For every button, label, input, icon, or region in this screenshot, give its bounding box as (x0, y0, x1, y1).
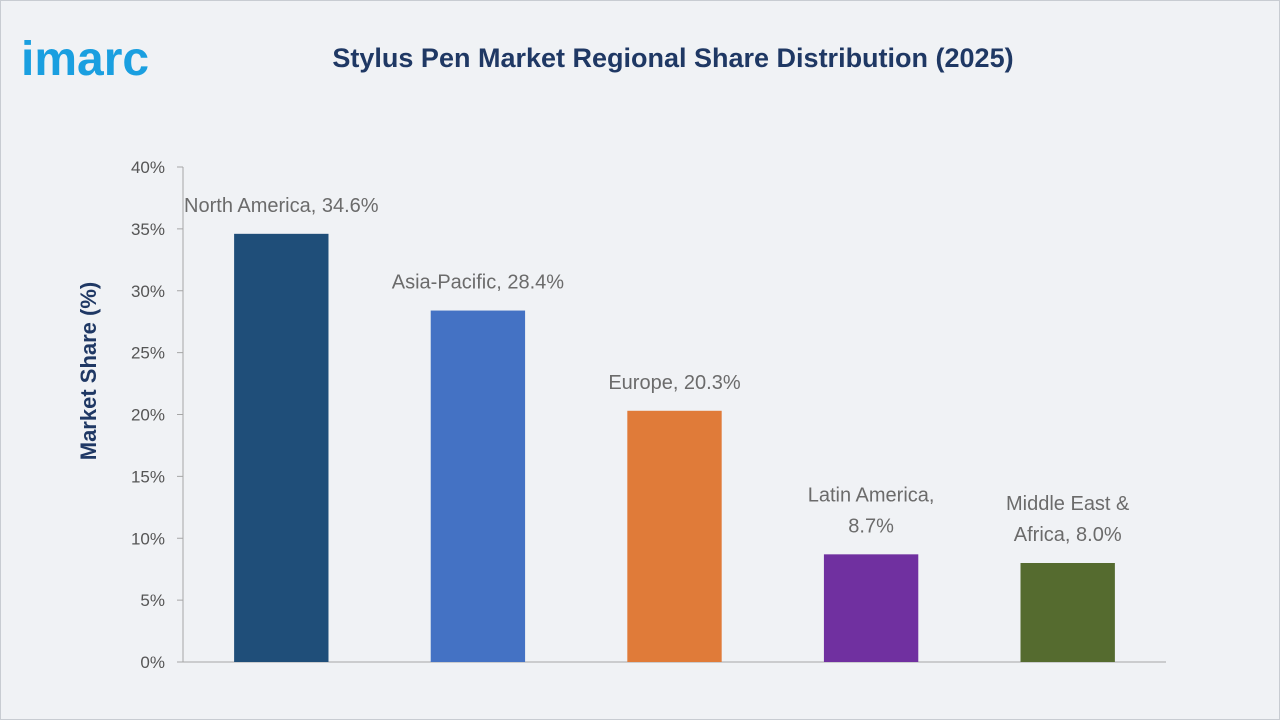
bar (823, 554, 919, 662)
bar (430, 310, 526, 662)
data-label: Asia-Pacific, 28.4% (392, 272, 565, 294)
data-label: Africa, 8.0% (1014, 524, 1122, 546)
y-tick-label: 20% (131, 406, 165, 425)
data-label: Latin America, (808, 484, 935, 506)
bar (627, 410, 722, 662)
y-tick-label: 35% (131, 220, 165, 239)
y-tick-label: 5% (140, 591, 165, 610)
data-label: 8.7% (848, 515, 894, 537)
y-tick-label: 15% (131, 467, 165, 486)
y-tick-label: 10% (131, 529, 165, 548)
y-tick-label: 0% (140, 653, 165, 672)
bar (1020, 563, 1115, 662)
y-tick-label: 40% (131, 158, 165, 177)
chart-title: Stylus Pen Market Regional Share Distrib… (332, 43, 1014, 73)
logo-text: imarc (21, 33, 149, 86)
data-label: North America, 34.6% (184, 195, 379, 217)
y-tick-label: 25% (131, 344, 165, 363)
y-tick-label: 30% (131, 282, 165, 301)
imarc-logo: imarc (21, 33, 149, 86)
data-label: Middle East & (1006, 493, 1130, 515)
bar (234, 233, 329, 662)
data-label: Europe, 20.3% (608, 372, 741, 394)
